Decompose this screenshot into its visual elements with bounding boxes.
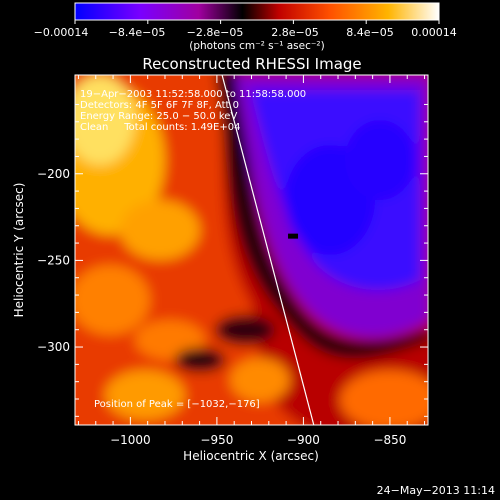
- image-field: [75, 75, 428, 425]
- y-tick-label: −300: [37, 340, 70, 354]
- y-axis-label: Heliocentric Y (arcsec): [12, 183, 26, 318]
- x-tick-label: −950: [200, 433, 233, 447]
- footer-date: 24−May−2013 11:14: [377, 484, 495, 497]
- chart-title: Reconstructed RHESSI Image: [142, 55, 361, 73]
- colorbar-tick-label: 0.00014: [411, 26, 457, 39]
- y-tick-label: −200: [37, 167, 70, 181]
- annotation-time: 19−Apr−2003 11:52:58.000 to 11:58:58.000: [80, 89, 306, 100]
- colorbar-label: (photons cm⁻² s⁻¹ asec⁻²): [189, 40, 324, 52]
- colorbar-tick-label: 8.4e−05: [346, 26, 393, 39]
- x-tick-label: −850: [373, 433, 406, 447]
- x-axis-ticks: [77, 75, 426, 425]
- x-tick-label: −1000: [110, 433, 151, 447]
- annotation-energy: Energy Range: 25.0 − 50.0 keV: [80, 111, 237, 122]
- x-tick-label: −900: [287, 433, 320, 447]
- annotation-counts: Clean Total counts: 1.49E+04: [80, 122, 240, 133]
- y-tick-label: −250: [37, 253, 70, 267]
- y-axis-tick-labels: −200 −250 −300: [37, 167, 70, 354]
- colorbar-tick-label: −2.8e−05: [187, 26, 244, 39]
- peak-position-label: Position of Peak = [−1032,−176]: [94, 399, 260, 410]
- x-axis-tick-labels: −1000 −950 −900 −850: [110, 433, 406, 447]
- colorbar: [74, 2, 440, 21]
- colorbar-ticks: [74, 20, 440, 24]
- x-axis-label: Heliocentric X (arcsec): [183, 449, 319, 463]
- annotation-detectors: Detectors: 4F 5F 6F 7F 8F, Att 0: [80, 100, 239, 111]
- y-axis-ticks: [75, 103, 428, 417]
- minimum-marker: [288, 233, 299, 239]
- colorbar-tick-label: −8.4e−05: [109, 26, 166, 39]
- colorbar-tick-label: 2.8e−05: [271, 26, 318, 39]
- colorbar-tick-label: −0.00014: [34, 26, 89, 39]
- solar-limb-line: [221, 75, 315, 425]
